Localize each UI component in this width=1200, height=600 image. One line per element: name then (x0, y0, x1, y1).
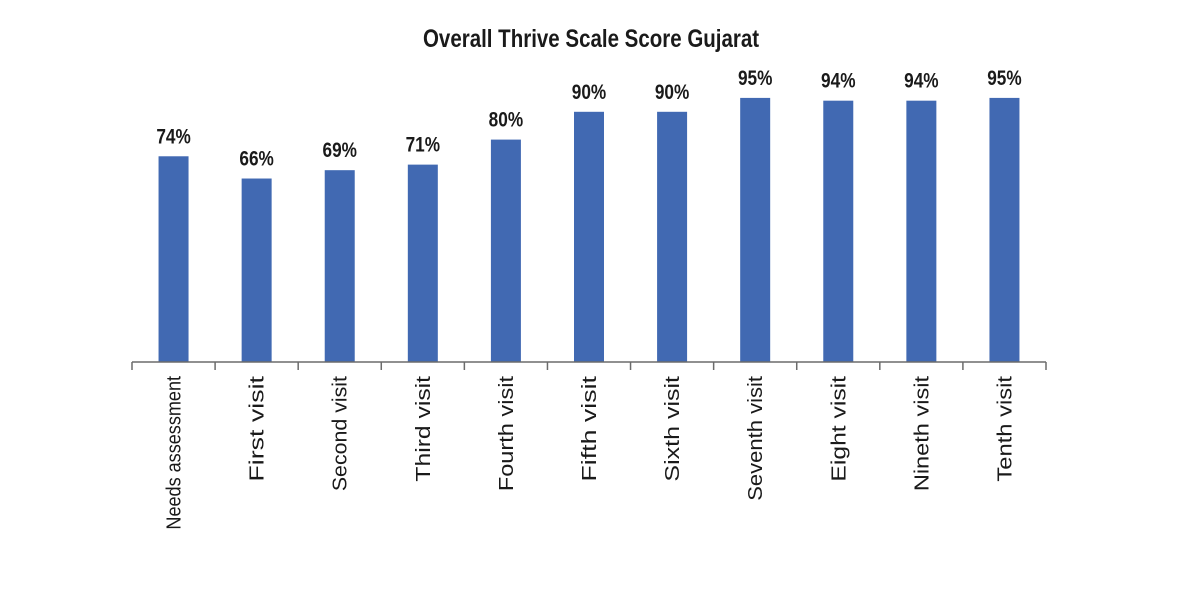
category-label: Sixth visit (662, 375, 684, 481)
data-label: 94% (821, 70, 855, 93)
data-label: 94% (904, 70, 938, 93)
data-label: 90% (655, 81, 689, 104)
data-label: 95% (738, 67, 772, 90)
data-label: 90% (572, 81, 606, 104)
category-label: Second visit (330, 376, 352, 492)
category-label: Fifth visit (579, 375, 601, 481)
category-label: Tenth visit (994, 375, 1016, 481)
bar (989, 97, 1020, 363)
bar (158, 156, 189, 362)
bar (906, 100, 937, 363)
data-label: 95% (987, 67, 1021, 90)
category-label: Nineth visit (911, 375, 933, 491)
chart-title: Overall Thrive Scale Score Gujarat (423, 24, 759, 52)
bar (490, 139, 521, 362)
bar (823, 100, 854, 363)
bars-layer (158, 97, 1020, 363)
data-labels-layer: 74% 66% 69% 71% 80% 90% 90% 95% 94% 94% 95% (156, 67, 1021, 171)
bar (407, 164, 438, 362)
bar (657, 111, 688, 362)
bar (241, 178, 272, 362)
category-label: Eight visit (828, 375, 850, 481)
bar (574, 111, 604, 362)
data-label: 71% (406, 134, 440, 157)
x-axis-ticks (131, 362, 1047, 370)
data-label: 74% (156, 126, 190, 149)
category-label: Needs assessment (164, 376, 186, 530)
category-label: First visit (247, 375, 269, 481)
category-label: Seventh visit (745, 376, 767, 501)
bar (324, 170, 355, 362)
bar (740, 97, 771, 363)
category-label: Third visit (413, 375, 435, 481)
data-label: 80% (489, 109, 523, 132)
data-label: 69% (323, 140, 357, 163)
x-axis-category-labels: Needs assessment First visit Second visit T… (164, 375, 1017, 529)
category-label: Fourth visit (496, 375, 518, 491)
data-label: 66% (239, 148, 273, 171)
